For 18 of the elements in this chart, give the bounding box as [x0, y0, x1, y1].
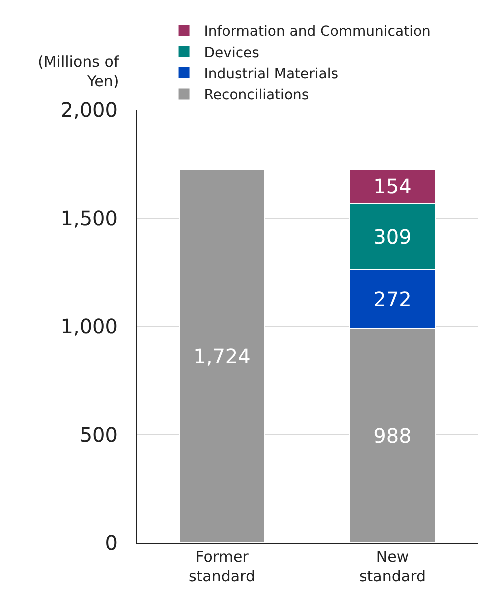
y-tick-label: 2,000 — [60, 98, 118, 122]
data-label: 154 — [374, 174, 412, 199]
data-label: 309 — [374, 224, 412, 249]
y-axis-title: (Millions of Yen) — [38, 53, 120, 90]
y-tick-label: 1,500 — [60, 206, 118, 230]
legend-label: Devices — [204, 45, 260, 62]
y-tick-label: 1,000 — [60, 314, 118, 338]
legend-label: Industrial Materials — [204, 66, 339, 82]
y-tick-label: 0 — [105, 531, 118, 555]
legend-label: Information and Communication — [204, 24, 431, 40]
x-tick-label: New standard — [359, 548, 426, 586]
y-tick-label: 500 — [80, 422, 118, 447]
data-label: 1,724 — [194, 344, 251, 368]
data-label: 988 — [374, 424, 412, 448]
data-label: 272 — [374, 288, 412, 312]
legend-label: Reconciliations — [204, 88, 310, 104]
bar — [179, 169, 266, 543]
x-tick-label: Former standard — [188, 548, 256, 586]
